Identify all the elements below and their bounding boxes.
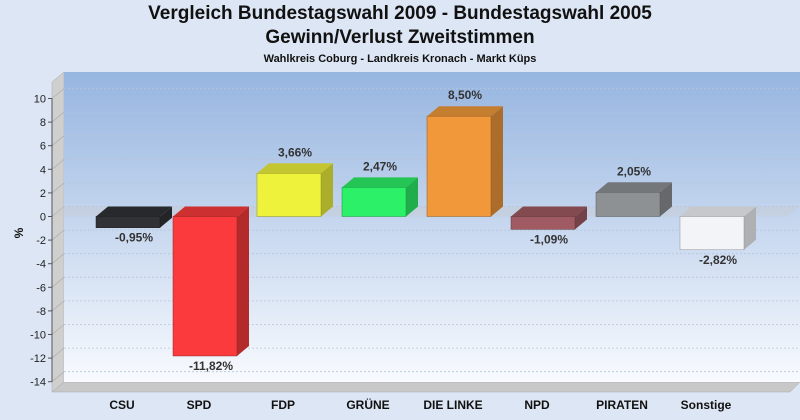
value-label: -2,82% — [699, 253, 737, 267]
category-label: CSU — [109, 398, 134, 412]
bars — [95, 106, 756, 357]
y-tick-label: -2 — [36, 235, 46, 247]
bar-front — [172, 216, 238, 357]
bar-npd — [510, 206, 587, 230]
bar-die-linke — [426, 106, 503, 217]
y-tick-label: -4 — [36, 259, 46, 271]
bar-side — [744, 206, 756, 250]
value-label: -0,95% — [115, 231, 153, 245]
bar-side — [321, 163, 333, 217]
grid-line-wall — [51, 88, 65, 99]
bar-spd — [172, 206, 249, 357]
bar-side — [237, 206, 249, 356]
y-tick-label: -14 — [30, 377, 46, 389]
grid-line-wall — [51, 206, 65, 217]
bar-front — [679, 216, 745, 251]
y-axis-label: % — [12, 227, 26, 238]
chart-title: Vergleich Bundestagswahl 2009 - Bundesta… — [148, 3, 652, 24]
chart-subtitle: Wahlkreis Coburg - Landkreis Kronach - M… — [263, 53, 537, 65]
bar-front — [95, 216, 161, 228]
y-tick-label: -10 — [30, 330, 46, 342]
bar-front — [341, 187, 407, 217]
bar-front — [510, 216, 576, 230]
bar-piraten — [595, 182, 672, 217]
grid-line-wall — [51, 276, 65, 288]
bar-sonstige — [679, 206, 756, 251]
value-label: -1,09% — [530, 232, 568, 246]
y-tick-label: 2 — [40, 188, 46, 200]
category-label: DIE LINKE — [423, 398, 482, 412]
value-label: 2,47% — [363, 159, 397, 173]
value-label: 2,05% — [617, 164, 651, 178]
grid-line-wall — [51, 347, 65, 359]
grid-line-wall — [51, 324, 65, 335]
bar-side — [575, 206, 587, 230]
grid-line-wall — [51, 371, 65, 383]
category-labels: CSU SPD FDP GRÜNE DIE LINKE NPD PIRATEN Sonstig… — [109, 397, 731, 412]
y-axis: -14 -12 -10 -8 -6 -4 -2 0 2 4 6 8 10 — [30, 94, 53, 389]
category-label: SPD — [187, 398, 212, 412]
y-tick-label: 0 — [40, 212, 46, 224]
grid-line-wall — [51, 300, 65, 312]
bar-fdp — [256, 163, 333, 217]
y-tick-label: -6 — [36, 282, 46, 294]
bar-top — [511, 206, 587, 217]
bar-top — [680, 206, 756, 217]
bar-front — [256, 173, 322, 217]
value-labels: -0,95% -11,82% 3,66% 2,47% 8,50% -1,09% 2,05% -… — [115, 88, 737, 373]
bar-front — [595, 192, 661, 217]
plot-floor — [51, 381, 800, 393]
bar-top — [257, 163, 333, 174]
bar-side — [660, 182, 672, 217]
grid-line-wall — [51, 135, 65, 147]
y-tick-label: -8 — [36, 306, 46, 318]
bar-side — [406, 177, 418, 217]
category-label: PIRATEN — [596, 398, 648, 412]
grid-line-wall — [51, 182, 65, 194]
category-label: GRÜNE — [346, 397, 389, 412]
y-tick-label: 10 — [34, 94, 46, 106]
bar-side — [160, 206, 172, 228]
bar-grüne — [341, 177, 418, 217]
value-label: -11,82% — [189, 359, 233, 373]
grid-line-wall — [51, 111, 65, 123]
y-tick-label: -12 — [30, 353, 46, 365]
value-label: 8,50% — [448, 88, 482, 102]
category-label: NPD — [524, 398, 550, 412]
bar-top — [596, 182, 672, 193]
grid-line-wall — [51, 253, 65, 265]
chart-title-line2: Gewinn/Verlust Zweitstimmen — [265, 27, 535, 48]
category-label: FDP — [271, 398, 295, 412]
y-tick-label: 6 — [40, 141, 46, 153]
bar-csu — [95, 206, 172, 228]
category-label: Sonstige — [681, 398, 732, 412]
bar-top — [342, 177, 418, 188]
y-tick-label: 4 — [40, 164, 46, 176]
bar-top — [427, 106, 503, 117]
grid-line-wall — [51, 158, 65, 170]
value-label: 3,66% — [278, 145, 312, 159]
y-tick-label: 8 — [40, 117, 46, 129]
bar-side — [491, 106, 503, 217]
bar-top — [96, 206, 172, 217]
bar-top — [173, 206, 249, 217]
bar-front — [426, 115, 492, 217]
grid-line-wall — [51, 229, 65, 241]
